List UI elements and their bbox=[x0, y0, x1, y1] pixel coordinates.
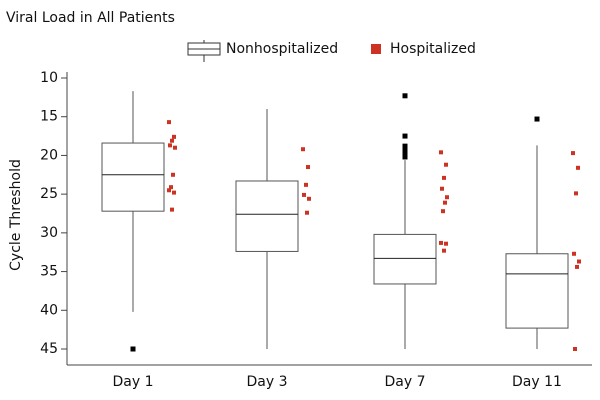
y-tick-label: 35 bbox=[40, 264, 58, 280]
outlier bbox=[402, 151, 408, 157]
hospitalized-point bbox=[441, 209, 445, 214]
outlier bbox=[534, 116, 540, 122]
y-tick-label: 45 bbox=[40, 341, 58, 357]
outlier bbox=[402, 133, 408, 139]
outlier bbox=[130, 346, 136, 352]
hospitalized-point bbox=[301, 147, 305, 152]
hospitalized-point bbox=[305, 210, 309, 215]
x-tick-label: Day 1 bbox=[112, 374, 153, 390]
box bbox=[373, 233, 437, 285]
hospitalized-point bbox=[573, 347, 577, 351]
box bbox=[101, 142, 165, 212]
legend-icon bbox=[371, 44, 381, 54]
outlier bbox=[402, 154, 408, 160]
outlier bbox=[402, 147, 408, 153]
hospitalized-point bbox=[443, 200, 447, 205]
hospitalized-point bbox=[577, 259, 581, 264]
hospitalized-point bbox=[576, 165, 580, 170]
legend-label: Nonhospitalized bbox=[226, 41, 338, 57]
hospitalized-point bbox=[169, 185, 173, 190]
hospitalized-point bbox=[168, 143, 172, 148]
hospitalized-point bbox=[571, 151, 575, 156]
hospitalized-point bbox=[170, 138, 174, 143]
hospitalized-point bbox=[304, 182, 308, 187]
hospitalized-point bbox=[173, 145, 177, 150]
outlier bbox=[402, 143, 408, 149]
hospitalized-point bbox=[575, 264, 579, 269]
y-tick-label: 40 bbox=[40, 302, 58, 318]
hospitalized-point bbox=[439, 240, 443, 245]
y-tick-label: 15 bbox=[40, 109, 58, 125]
hospitalized-point bbox=[572, 251, 576, 256]
y-tick-label: 25 bbox=[40, 186, 58, 202]
hospitalized-point bbox=[444, 241, 448, 246]
y-tick-label: 20 bbox=[40, 147, 58, 163]
box bbox=[505, 253, 569, 329]
x-tick-label: Day 7 bbox=[384, 374, 425, 390]
hospitalized-point bbox=[170, 207, 174, 212]
y-axis-label: Cycle Threshold bbox=[8, 159, 24, 271]
hospitalized-point bbox=[167, 188, 171, 193]
legend-label: Hospitalized bbox=[390, 41, 476, 57]
chart-title: Viral Load in All Patients bbox=[6, 10, 175, 26]
x-tick-label: Day 3 bbox=[246, 374, 287, 390]
y-tick-label: 10 bbox=[40, 70, 58, 86]
x-tick-label: Day 11 bbox=[512, 374, 562, 390]
hospitalized-point bbox=[574, 191, 578, 196]
hospitalized-point bbox=[442, 248, 446, 253]
hospitalized-point bbox=[442, 175, 446, 180]
hospitalized-point bbox=[302, 192, 306, 197]
hospitalized-point bbox=[172, 134, 176, 139]
hospitalized-point bbox=[171, 172, 175, 177]
hospitalized-point bbox=[444, 162, 448, 167]
outlier bbox=[402, 93, 408, 99]
box bbox=[235, 180, 299, 252]
hospitalized-point bbox=[172, 190, 176, 195]
hospitalized-point bbox=[439, 150, 443, 155]
hospitalized-point bbox=[167, 120, 171, 125]
hospitalized-point bbox=[445, 195, 449, 200]
hospitalized-point bbox=[440, 186, 444, 191]
hospitalized-point bbox=[306, 165, 310, 170]
y-tick-label: 30 bbox=[40, 225, 58, 241]
hospitalized-point bbox=[307, 196, 311, 201]
